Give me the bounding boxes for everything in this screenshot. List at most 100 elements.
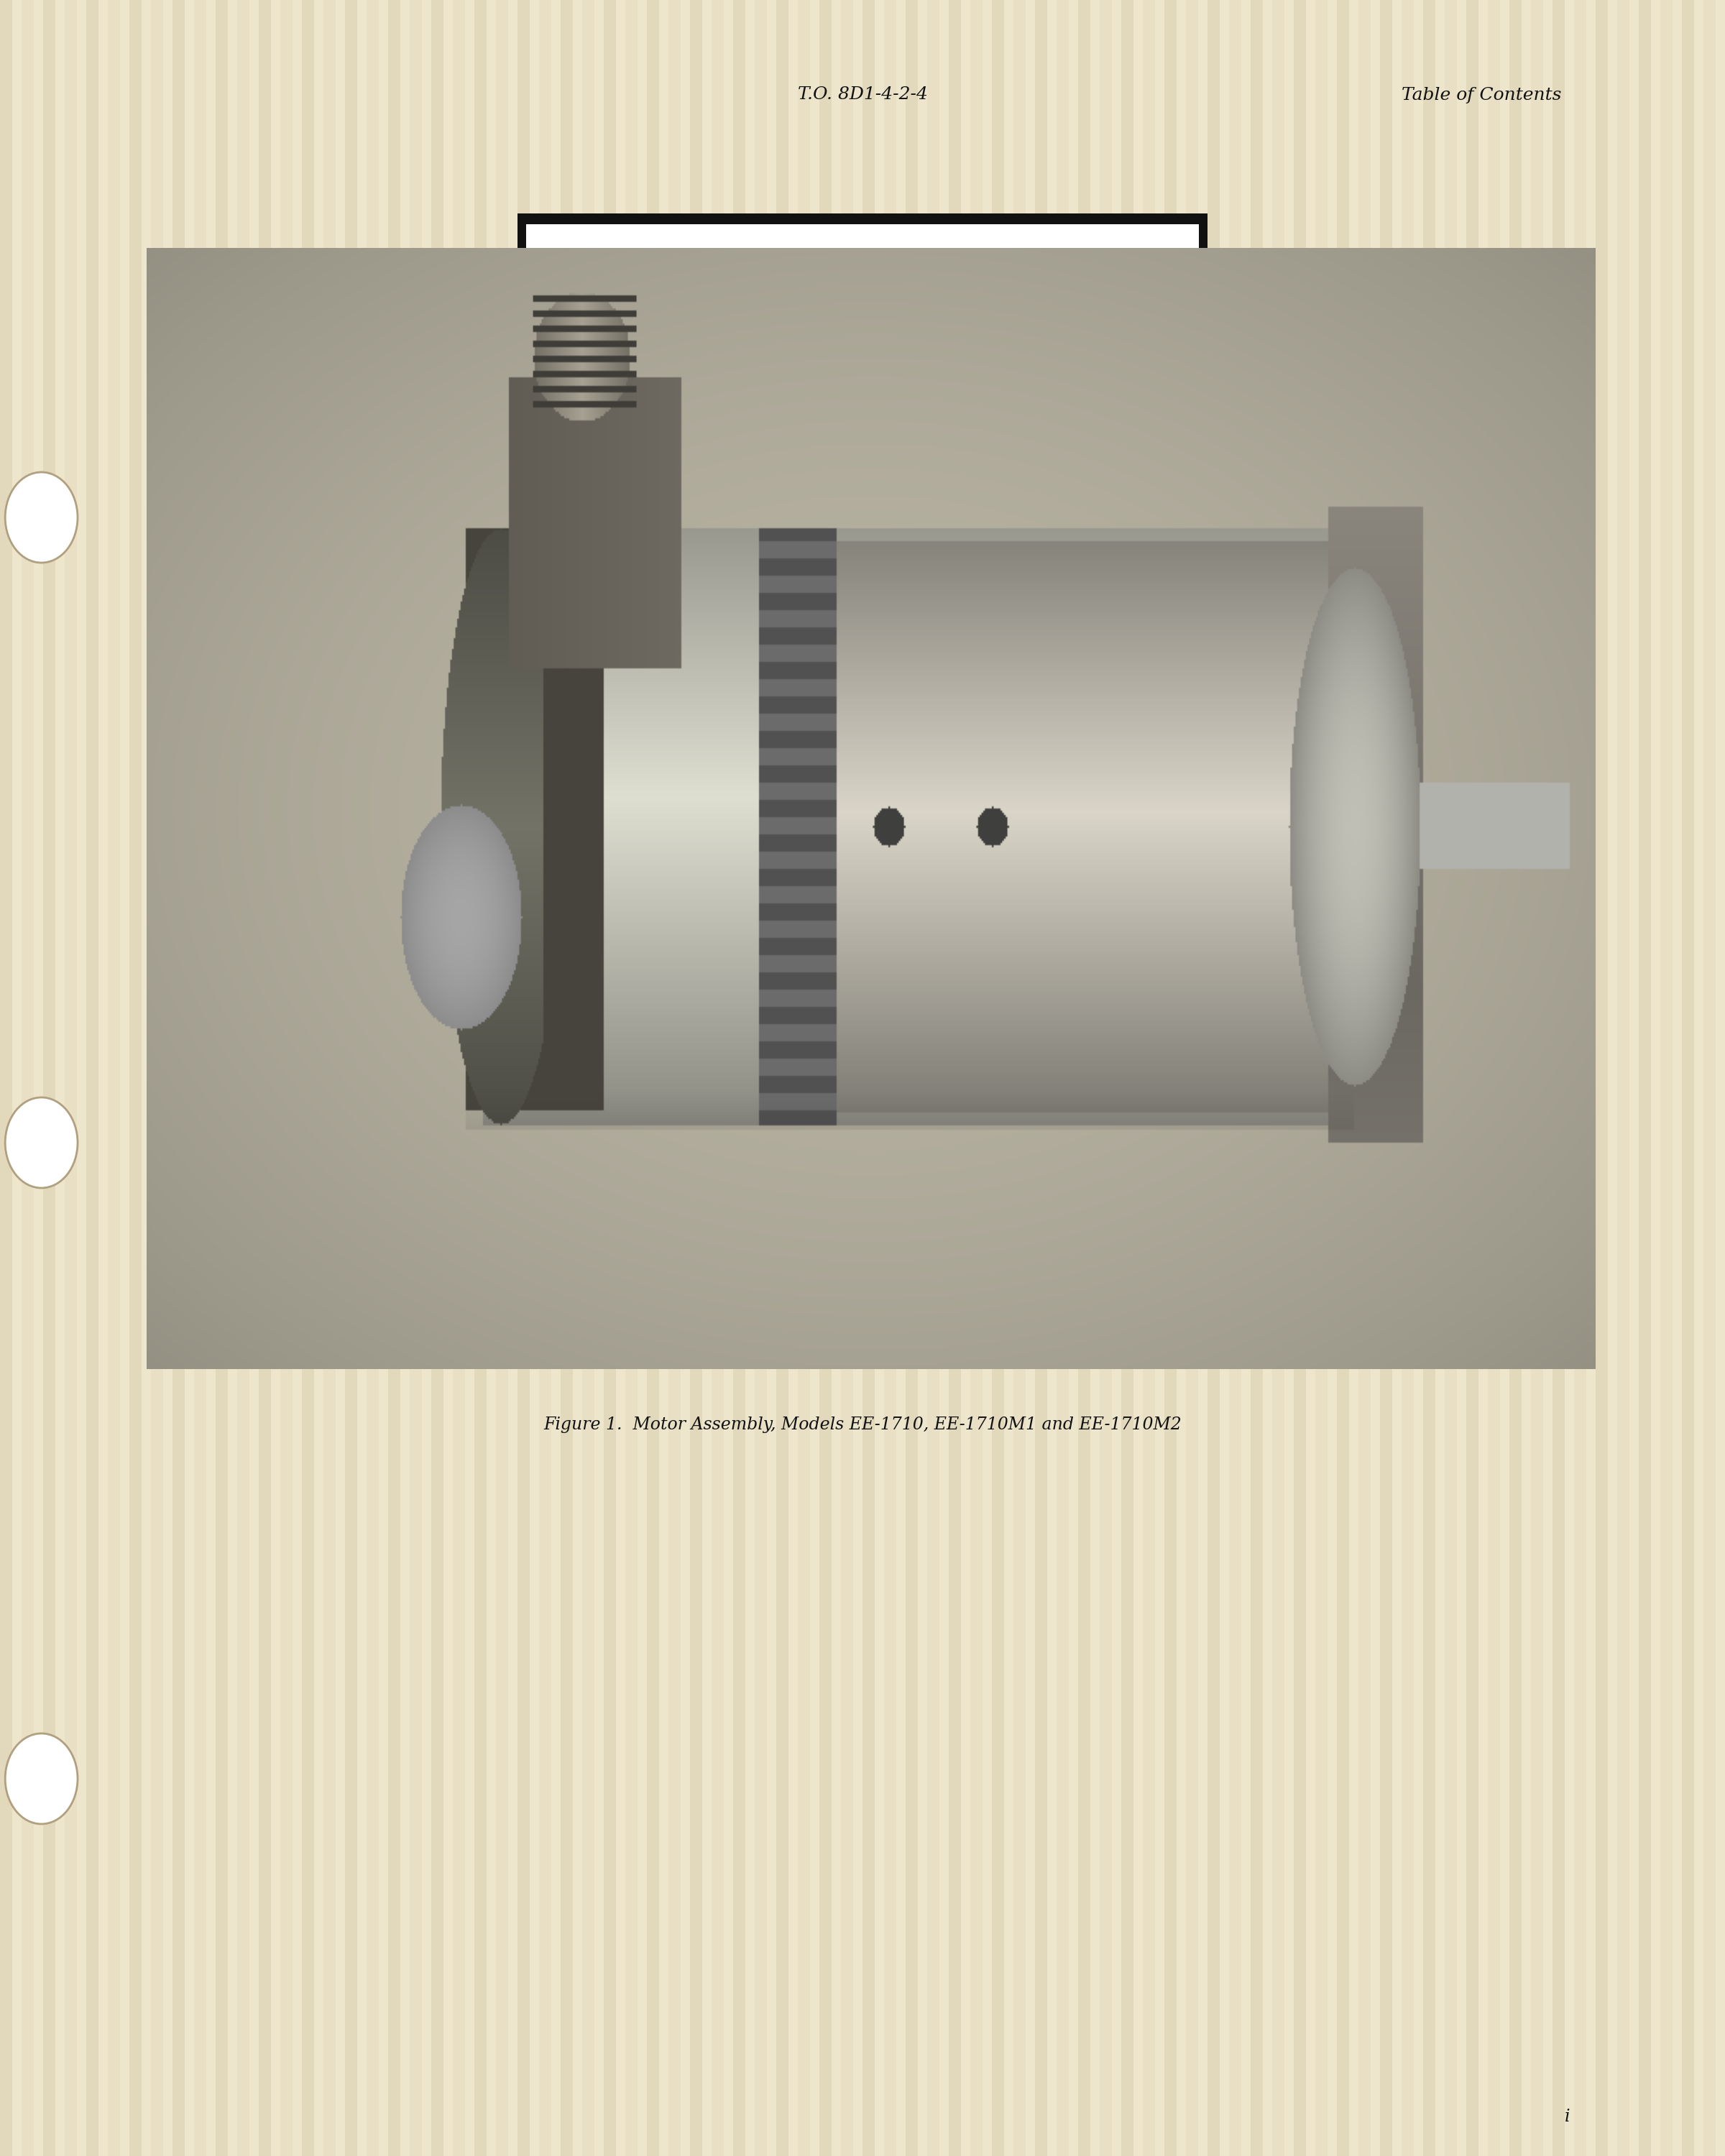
Bar xyxy=(431,0,443,2156)
Bar xyxy=(1228,0,1242,2156)
Bar xyxy=(669,0,681,2156)
Bar xyxy=(949,0,961,2156)
Text: GROUP ASSEMBLY PARTS LIST . . . . . . . . . . . . . . .: GROUP ASSEMBLY PARTS LIST . . . . . . . … xyxy=(452,632,1016,649)
Bar xyxy=(345,0,357,2156)
Bar xyxy=(526,224,1199,328)
Bar xyxy=(1659,0,1673,2156)
Text: 1: 1 xyxy=(1542,541,1552,558)
Bar xyxy=(1101,0,1113,2156)
Bar xyxy=(238,0,250,2156)
Bar xyxy=(1273,0,1283,2156)
Bar xyxy=(1532,0,1544,2156)
Text: TABLE OF CONTENTS: TABLE OF CONTENTS xyxy=(756,265,969,287)
Bar xyxy=(928,0,938,2156)
Text: Figure 2.  Exploded View, Motor Assembly, Models: Figure 2. Exploded View, Motor Assembly,… xyxy=(518,720,1009,737)
Text: Figure 1.  Motor Assembly, Models EE-1710, EE-1710M1 and EE-1710M2: Figure 1. Motor Assembly, Models EE-1710… xyxy=(543,1416,1182,1434)
Bar xyxy=(819,0,831,2156)
Bar xyxy=(842,0,852,2156)
Bar xyxy=(172,0,185,2156)
Bar xyxy=(21,0,34,2156)
Bar xyxy=(86,0,98,2156)
Bar xyxy=(1121,0,1133,2156)
Bar xyxy=(1337,0,1349,2156)
Bar xyxy=(1294,0,1306,2156)
Bar xyxy=(583,0,593,2156)
Bar xyxy=(193,0,207,2156)
Circle shape xyxy=(5,1733,78,1824)
Bar xyxy=(647,0,659,2156)
Bar xyxy=(1078,0,1090,2156)
Bar xyxy=(604,0,616,2156)
Bar xyxy=(324,0,335,2156)
Bar xyxy=(302,0,314,2156)
Bar xyxy=(0,0,12,2156)
Bar xyxy=(712,0,724,2156)
Bar xyxy=(797,0,811,2156)
Bar xyxy=(1208,0,1220,2156)
Text: INTRODUCTION . . . . . . . . . . . . . . . . . . . . . . . . .: INTRODUCTION . . . . . . . . . . . . . .… xyxy=(452,541,1087,558)
Bar xyxy=(1187,0,1197,2156)
Bar xyxy=(497,0,509,2156)
Bar xyxy=(1144,0,1156,2156)
Text: 4: 4 xyxy=(1542,748,1552,765)
Text: Page: Page xyxy=(1508,438,1552,455)
Text: Section: Section xyxy=(255,438,324,455)
Bar xyxy=(152,0,164,2156)
Text: T.O. 8D1-4-2-4: T.O. 8D1-4-2-4 xyxy=(797,86,928,103)
Bar xyxy=(411,0,423,2156)
Bar xyxy=(1014,0,1025,2156)
Bar xyxy=(992,0,1004,2156)
Bar xyxy=(862,0,875,2156)
Bar xyxy=(1487,0,1501,2156)
Text: Table of Contents: Table of Contents xyxy=(1401,86,1561,103)
Bar xyxy=(776,0,788,2156)
Bar xyxy=(1164,0,1176,2156)
Bar xyxy=(1423,0,1435,2156)
Bar xyxy=(279,0,293,2156)
Bar xyxy=(906,0,918,2156)
Text: i: i xyxy=(1565,2109,1570,2126)
Bar xyxy=(388,0,400,2156)
Text: NUMERICAL INDEX . . . . . . . . . . . . . . . . . . . . . . .: NUMERICAL INDEX . . . . . . . . . . . . … xyxy=(452,832,1076,849)
Bar xyxy=(1035,0,1047,2156)
Bar xyxy=(690,0,702,2156)
Bar xyxy=(969,0,983,2156)
Text: EE-1710, EE-1710M1 and EE-1710M2  . . . .: EE-1710, EE-1710M1 and EE-1710M2 . . . . xyxy=(549,778,1009,796)
Bar xyxy=(733,0,745,2156)
Bar xyxy=(1446,0,1456,2156)
Bar xyxy=(1466,0,1478,2156)
Bar xyxy=(626,0,638,2156)
Bar xyxy=(474,0,486,2156)
Text: I: I xyxy=(319,541,329,558)
Bar xyxy=(518,213,1208,338)
Bar xyxy=(1704,0,1716,2156)
Bar xyxy=(1380,0,1392,2156)
Bar xyxy=(216,0,228,2156)
Text: 6: 6 xyxy=(1542,832,1552,849)
Bar xyxy=(1316,0,1328,2156)
Bar xyxy=(1359,0,1370,2156)
Bar xyxy=(1509,0,1521,2156)
Bar xyxy=(367,0,380,2156)
Bar xyxy=(1682,0,1694,2156)
Bar xyxy=(452,0,466,2156)
Bar xyxy=(43,0,55,2156)
Text: 3: 3 xyxy=(1542,632,1552,649)
Bar xyxy=(885,0,897,2156)
Bar xyxy=(259,0,271,2156)
Bar xyxy=(1575,0,1587,2156)
Bar xyxy=(1639,0,1651,2156)
Bar xyxy=(147,248,1596,1369)
Text: III: III xyxy=(309,832,340,849)
Bar xyxy=(538,0,552,2156)
Bar xyxy=(561,0,573,2156)
Bar xyxy=(1056,0,1070,2156)
Bar xyxy=(1618,0,1630,2156)
Bar xyxy=(1251,0,1263,2156)
Text: II: II xyxy=(314,632,335,649)
Bar xyxy=(129,0,141,2156)
Bar xyxy=(66,0,78,2156)
Bar xyxy=(1401,0,1414,2156)
Bar xyxy=(1552,0,1565,2156)
Bar xyxy=(107,0,121,2156)
